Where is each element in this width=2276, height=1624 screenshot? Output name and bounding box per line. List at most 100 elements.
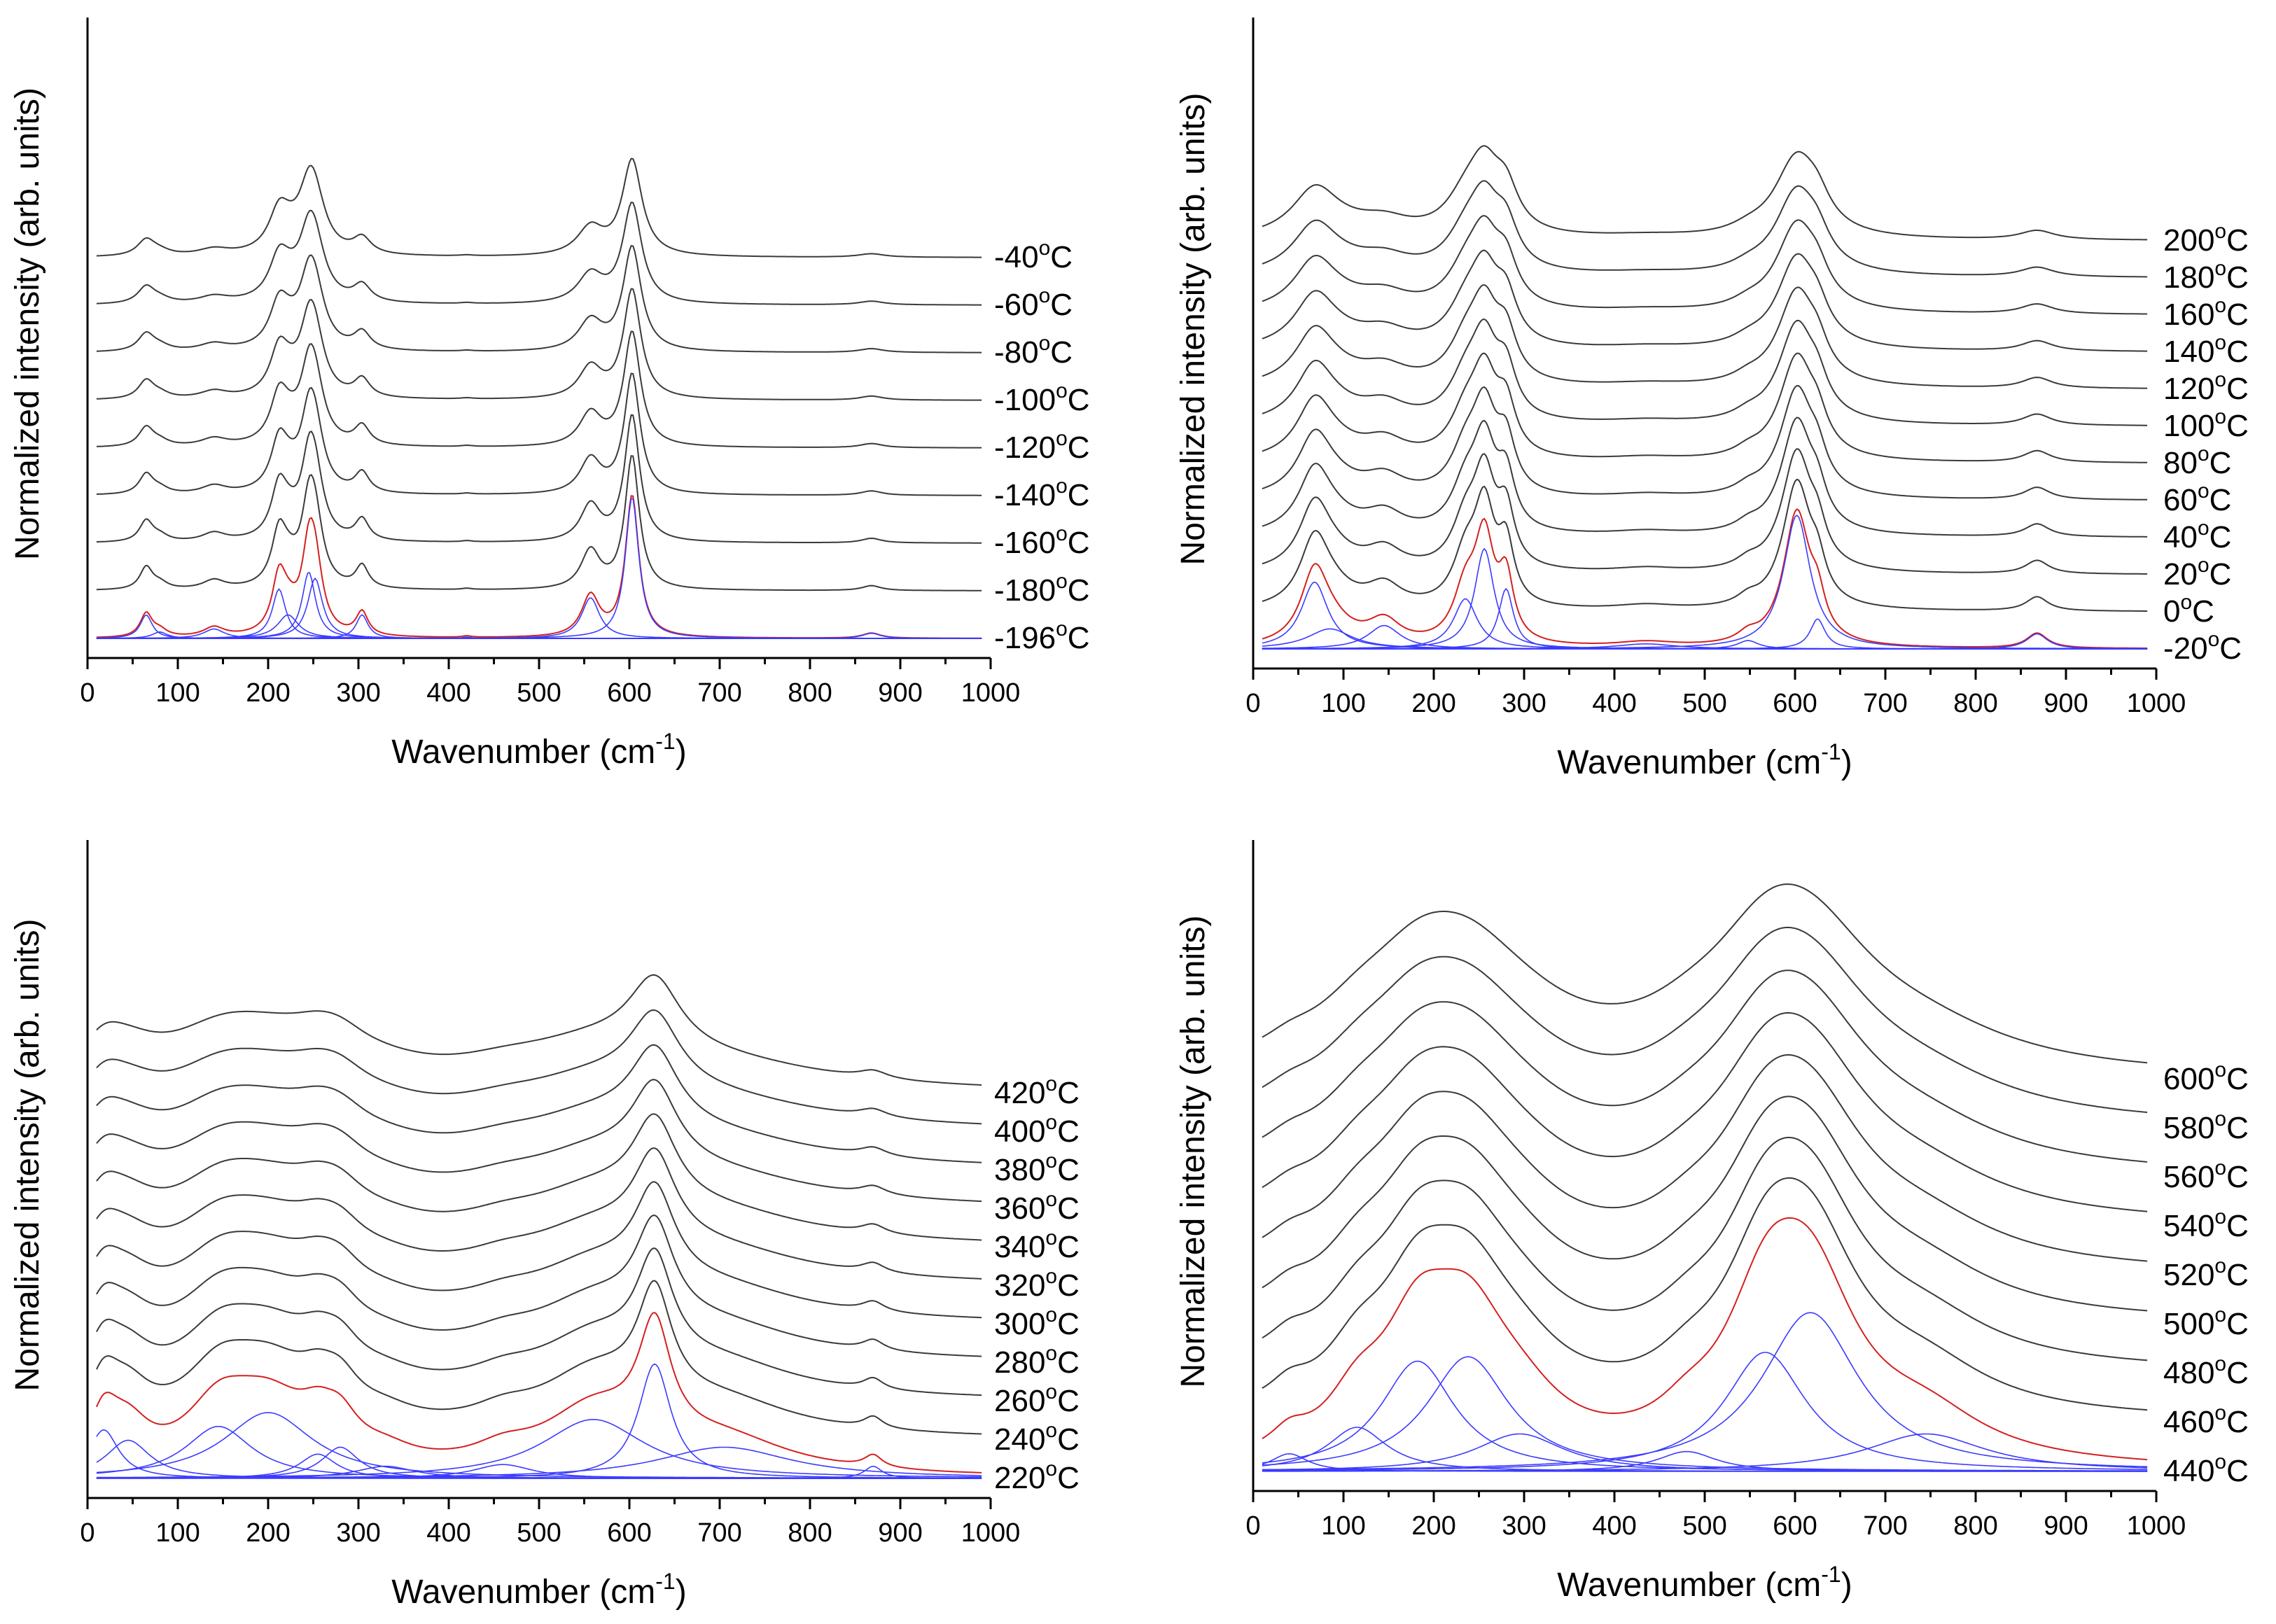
fit-component-line <box>1262 587 2148 650</box>
temperature-unit: C <box>1057 1114 1080 1149</box>
degree-o: o <box>1056 379 1068 402</box>
temperature-label: -60oC <box>994 284 1073 322</box>
spectrum-line <box>96 244 982 354</box>
temperature-value: 480 <box>2163 1356 2214 1390</box>
fit-component-line <box>1262 633 2148 650</box>
temperature-label: 420oC <box>994 1072 1080 1110</box>
spectrum-line <box>1262 145 2148 241</box>
spectrum-line <box>1262 1096 2148 1312</box>
x-axis-title-text: Wavenumber (cm <box>1557 744 1821 781</box>
degree-o: o <box>2208 628 2220 651</box>
temperature-label: 20oC <box>2163 554 2231 592</box>
spectrum-line <box>1262 180 2148 278</box>
temperature-value: 400 <box>994 1114 1045 1149</box>
temperature-label: 320oC <box>994 1265 1080 1303</box>
x-axis-title-text: Wavenumber (cm <box>391 1574 655 1611</box>
x-tick-label: 200 <box>1411 1511 1455 1541</box>
x-tick-label: 600 <box>607 1518 651 1548</box>
y-axis-title: Normalized intensity (arb. units) <box>9 88 46 560</box>
spectrum-line <box>1262 1217 2148 1461</box>
temperature-label: -120oC <box>994 427 1090 465</box>
degree-o: o <box>2214 220 2226 243</box>
degree-o: o <box>1045 1303 1057 1326</box>
x-tick-label: 0 <box>1245 689 1260 718</box>
temperature-value: -196 <box>994 621 1056 655</box>
degree-o: o <box>1045 1111 1057 1134</box>
temperature-label: 80oC <box>2163 442 2231 480</box>
temperature-label: 440oC <box>2163 1450 2249 1488</box>
temperature-unit: C <box>2209 446 2232 480</box>
temperature-unit: C <box>1050 240 1073 274</box>
x-axis-title: Wavenumber (cm-1) <box>1557 1562 1852 1604</box>
temperature-value: 360 <box>994 1191 1045 1226</box>
temperature-value: 460 <box>2163 1405 2214 1439</box>
degree-o: o <box>1045 1072 1057 1096</box>
degree-o: o <box>2214 1401 2226 1424</box>
temperature-unit: C <box>2209 557 2232 592</box>
fit-component-line <box>1262 1356 2148 1471</box>
temperature-label: 340oC <box>994 1226 1080 1264</box>
temperature-unit: C <box>1068 621 1090 655</box>
degree-o: o <box>2214 1205 2226 1228</box>
x-tick-label: 500 <box>517 678 561 708</box>
degree-o: o <box>2198 554 2209 577</box>
x-tick-label: 100 <box>155 678 200 708</box>
x-axis-title: Wavenumber (cm-1) <box>1557 739 1852 781</box>
temperature-label: 0oC <box>2163 591 2214 629</box>
spectrum-line <box>96 1044 982 1163</box>
temperature-unit: C <box>2226 1454 2249 1488</box>
y-axis-title: Normalized intensity (arb. units) <box>1175 916 1212 1388</box>
temperature-label: -160oC <box>994 522 1090 560</box>
x-tick-label: 400 <box>1592 689 1636 718</box>
spectrum-line <box>96 1247 982 1396</box>
temperature-unit: C <box>1050 335 1073 370</box>
degree-o: o <box>2214 294 2226 317</box>
spectrum-line <box>1262 284 2148 389</box>
degree-o: o <box>1045 1226 1057 1250</box>
spectrum-line <box>96 414 982 544</box>
degree-o: o <box>2214 1254 2226 1278</box>
temperature-unit: C <box>1057 1076 1080 1110</box>
x-tick-label: 900 <box>878 678 922 708</box>
temperature-value: 260 <box>994 1384 1045 1418</box>
temperature-label: 360oC <box>994 1188 1080 1226</box>
x-tick-label: 1000 <box>2127 689 2186 718</box>
degree-o: o <box>2214 1058 2226 1082</box>
x-axis-title-text: Wavenumber (cm <box>391 734 655 771</box>
degree-o: o <box>2214 1303 2226 1326</box>
x-tick-label: 200 <box>1411 689 1455 718</box>
degree-o: o <box>1056 475 1068 498</box>
degree-o: o <box>2180 591 2192 614</box>
temperature-unit: C <box>1057 1230 1080 1264</box>
y-axis-title: Normalized intensity (arb. units) <box>9 919 46 1392</box>
temperature-value: 300 <box>994 1307 1045 1341</box>
x-tick-label: 700 <box>697 678 741 708</box>
temperature-unit: C <box>2226 1356 2249 1390</box>
temperature-label: 260oC <box>994 1380 1080 1418</box>
temperature-label: 560oC <box>2163 1156 2249 1194</box>
temperature-unit: C <box>1057 1153 1080 1187</box>
spectrum-line <box>1262 318 2148 426</box>
temperature-value: 140 <box>2163 335 2214 369</box>
x-axis-title-end: ) <box>676 1574 687 1611</box>
chart-panel-1: 0 100 200 300 400 500 600 700 800 900 1000 Wavenumb… <box>9 18 1090 771</box>
spectrum-line <box>96 495 982 639</box>
x-tick-label: 100 <box>155 1518 200 1548</box>
temperature-label: 540oC <box>2163 1205 2249 1243</box>
temperature-label: 160oC <box>2163 294 2249 332</box>
chart-panel-3: 0 100 200 300 400 500 600 700 800 900 1000 Wavenumb… <box>9 840 1080 1611</box>
spectrum-line <box>1262 416 2148 538</box>
fit-component-line <box>96 1418 982 1478</box>
degree-o: o <box>2214 1107 2226 1130</box>
temperature-value: 160 <box>2163 298 2214 332</box>
spectrum-line <box>1262 478 2148 612</box>
fit-component-line <box>96 597 982 639</box>
temperature-unit: C <box>2209 483 2232 517</box>
temperature-label: 520oC <box>2163 1254 2249 1292</box>
temperature-value: -100 <box>994 383 1056 417</box>
temperature-unit: C <box>1057 1345 1080 1380</box>
degree-o: o <box>1056 617 1068 640</box>
temperature-unit: C <box>2226 1209 2249 1243</box>
fit-component-line <box>1262 1433 2148 1472</box>
x-axis-title-end: ) <box>1841 744 1852 781</box>
